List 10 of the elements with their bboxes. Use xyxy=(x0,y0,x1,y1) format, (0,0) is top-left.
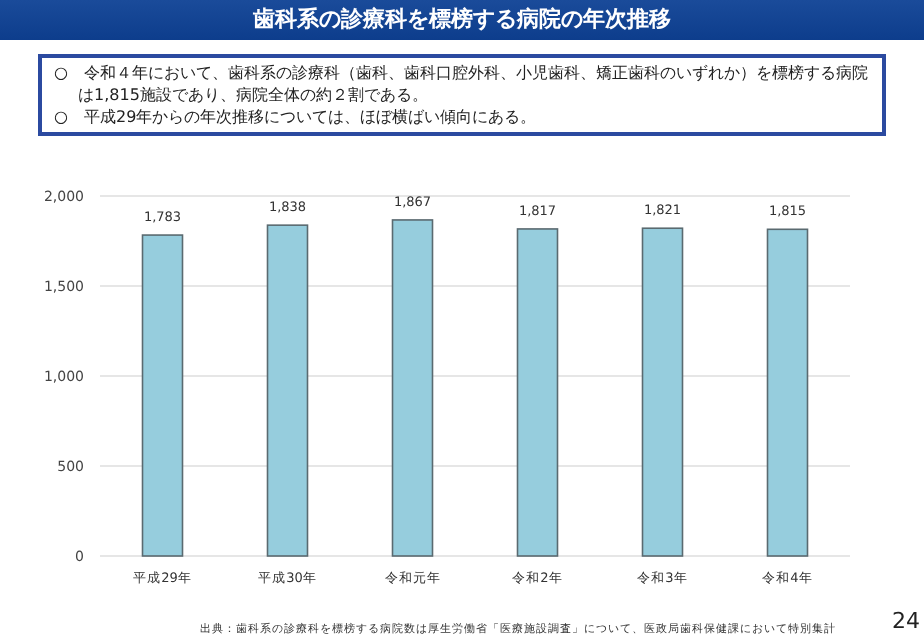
bar xyxy=(766,228,809,557)
text: ○ 平成29年からの年次推移については、ほぼ横ばい傾向にある。 xyxy=(54,106,539,128)
text: 24 xyxy=(892,608,920,634)
bar xyxy=(141,234,184,557)
bar xyxy=(516,228,559,557)
bar xyxy=(641,227,684,557)
bar xyxy=(266,224,309,557)
text: ○ 令和４年において、歯科系の診療科（歯科、歯科口腔外科、小児歯科、矯正歯科のいずれか）を標榜する病院は1,815施設であり、病院全体の約２割である。 xyxy=(54,62,870,106)
bar xyxy=(391,219,434,557)
chart-title: 歯科系の診療科を標榜する病院の年次推移 xyxy=(0,0,924,40)
